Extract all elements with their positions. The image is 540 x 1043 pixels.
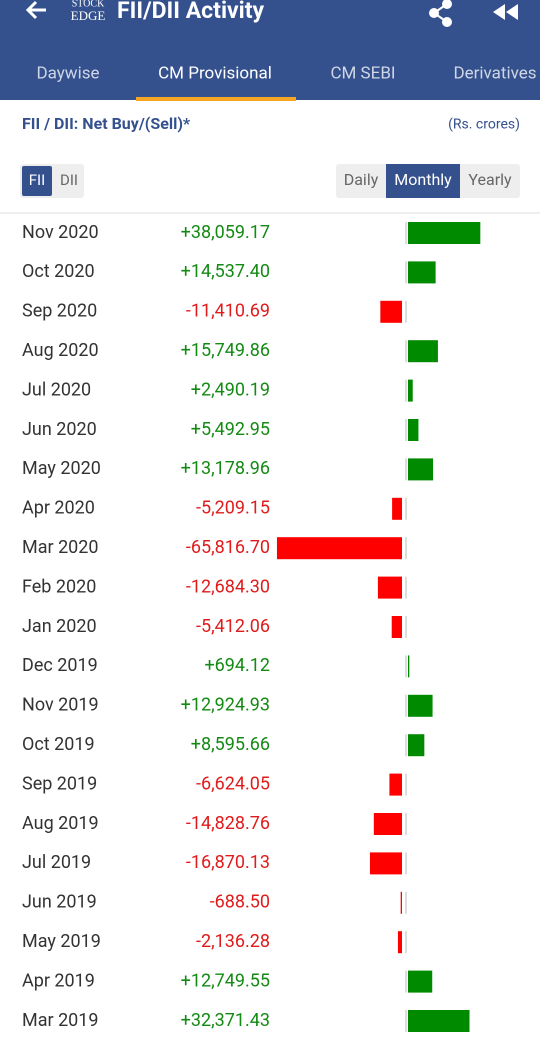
logo-bottom: EDGE (71, 8, 106, 23)
month: Aug 2020 (22, 340, 99, 361)
bar (380, 300, 402, 323)
share-button[interactable] (429, 0, 452, 27)
month: Jun 2020 (22, 419, 97, 440)
net-value: +32,371.43 (181, 1010, 270, 1031)
net-value: +5,492.95 (191, 419, 270, 440)
tab[interactable]: Derivatives (453, 63, 536, 83)
bar (408, 970, 433, 993)
tab[interactable]: CM SEBI (330, 63, 395, 83)
net-value: -65,816.70 (186, 537, 270, 558)
net-value: -16,870.13 (186, 852, 270, 873)
toggle-yearly[interactable]: Yearly (468, 170, 512, 189)
month: Dec 2019 (22, 655, 98, 676)
tab[interactable]: CM Provisional (158, 63, 272, 83)
toggle-fii[interactable]: FII (29, 171, 45, 189)
net-value: +12,924.93 (181, 695, 270, 716)
month: Mar 2020 (22, 537, 99, 558)
net-value: +8,595.66 (191, 734, 270, 755)
bar (408, 655, 410, 678)
bar (408, 222, 481, 244)
net-value: -11,410.69 (186, 301, 270, 322)
month: Oct 2019 (22, 734, 95, 755)
month: Aug 2019 (22, 813, 99, 834)
month: Jul 2019 (22, 852, 91, 873)
month: Jan 2020 (22, 616, 97, 637)
bar (408, 261, 436, 284)
net-value: -688.50 (210, 892, 270, 913)
bar (408, 694, 433, 717)
net-value: +13,178.96 (181, 458, 270, 479)
net-value: +15,749.86 (181, 340, 270, 361)
bar (373, 813, 402, 835)
bar (408, 734, 425, 757)
toggle-dii[interactable]: DII (60, 171, 78, 189)
toggle-monthly[interactable]: Monthly (394, 170, 452, 189)
bar (392, 497, 402, 520)
month: Apr 2020 (22, 498, 95, 519)
net-value: +12,749.55 (181, 970, 270, 991)
toggle-selected (386, 164, 460, 198)
net-value: +2,490.19 (191, 379, 270, 400)
month: Nov 2020 (22, 222, 99, 243)
net-value: +38,059.17 (181, 222, 270, 243)
rewind-button[interactable] (493, 4, 518, 20)
subtitle: FII / DII: Net Buy/(Sell)* (22, 114, 191, 133)
net-value: -5,209.15 (196, 498, 270, 519)
app-bar (0, 0, 540, 100)
net-value: -12,684.30 (186, 576, 270, 597)
toggle-daily[interactable]: Daily (344, 170, 379, 189)
net-value: -5,412.06 (196, 616, 270, 637)
logo-top: STOCK (72, 0, 105, 9)
back-button[interactable] (25, 0, 46, 20)
tab-indicator (136, 97, 296, 101)
month: Apr 2019 (22, 970, 95, 991)
net-value: -14,828.76 (186, 813, 270, 834)
bar (391, 616, 402, 638)
net-value: +694.12 (204, 655, 270, 676)
month: Jul 2020 (22, 379, 91, 400)
bar (369, 852, 402, 875)
month: May 2020 (22, 458, 101, 479)
bar (408, 340, 438, 363)
month: Jun 2019 (22, 892, 97, 913)
month: Sep 2019 (22, 773, 97, 794)
bar (389, 773, 402, 796)
bar (408, 379, 413, 402)
net-value: -6,624.05 (196, 773, 270, 794)
month: Mar 2019 (22, 1010, 99, 1031)
toggle-selected (22, 166, 52, 196)
page-title: FII/DII Activity (117, 0, 265, 24)
net-value: -2,136.28 (196, 931, 270, 952)
month: Feb 2020 (22, 576, 96, 597)
tab[interactable]: Daywise (36, 63, 99, 83)
bar (276, 537, 402, 560)
bar (397, 931, 402, 954)
unit-label: (Rs. crores) (448, 117, 520, 133)
bar (408, 458, 434, 481)
month: Nov 2019 (22, 695, 99, 716)
bar (377, 576, 402, 599)
month: May 2019 (22, 931, 101, 952)
bar (408, 1010, 470, 1032)
net-value: +14,537.40 (181, 261, 270, 282)
month: Sep 2020 (22, 301, 97, 322)
month: Oct 2020 (22, 261, 95, 282)
bar (400, 891, 402, 914)
bar (408, 419, 419, 441)
